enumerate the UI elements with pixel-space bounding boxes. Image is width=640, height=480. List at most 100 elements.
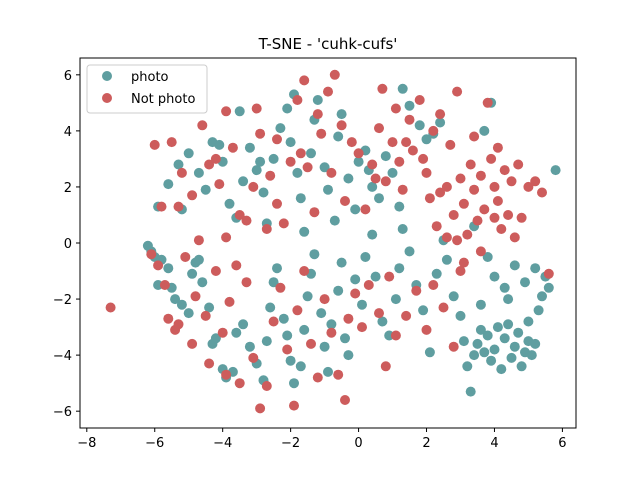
point-photo-114: [258, 187, 269, 198]
point-photo-21: [238, 319, 249, 330]
point-photo-116: [268, 153, 279, 164]
point-not-photo-47: [170, 324, 181, 335]
point-not-photo-118: [458, 257, 469, 268]
point-photo-87: [533, 305, 544, 316]
legend-marker-not-photo: [102, 93, 112, 103]
point-not-photo-28: [343, 313, 354, 324]
point-photo-123: [306, 148, 316, 159]
point-not-photo-136: [469, 131, 480, 142]
point-not-photo-75: [340, 196, 350, 206]
points-layer: [105, 69, 561, 414]
point-photo-33: [295, 361, 306, 372]
point-not-photo-141: [489, 212, 500, 223]
point-photo-120: [292, 167, 303, 178]
point-photo-74: [489, 344, 500, 355]
point-photo-90: [543, 282, 554, 293]
point-photo-37: [309, 249, 320, 260]
point-photo-145: [435, 117, 446, 128]
point-photo-30: [282, 330, 293, 341]
point-photo-79: [506, 352, 517, 363]
point-not-photo-20: [292, 305, 303, 316]
point-photo-143: [421, 134, 432, 145]
point-not-photo-22: [306, 338, 316, 349]
point-not-photo-134: [377, 83, 388, 94]
point-photo-8: [176, 299, 187, 310]
point-not-photo-1: [146, 249, 157, 260]
point-photo-106: [200, 184, 211, 195]
point-photo-26: [265, 302, 276, 313]
legend-marker-photo: [102, 71, 112, 81]
point-not-photo-111: [506, 176, 517, 187]
point-photo-113: [251, 165, 262, 176]
point-not-photo-104: [482, 97, 493, 108]
point-not-photo-140: [475, 246, 486, 257]
point-not-photo-52: [176, 167, 187, 178]
point-not-photo-133: [312, 109, 323, 120]
point-photo-141: [404, 100, 415, 111]
y-tick-label: −2: [53, 293, 72, 308]
point-photo-14: [204, 302, 215, 313]
point-not-photo-12: [241, 277, 252, 288]
point-not-photo-9: [217, 327, 228, 338]
point-photo-59: [424, 347, 435, 358]
point-photo-60: [431, 268, 442, 279]
point-photo-9: [183, 308, 194, 319]
point-not-photo-72: [323, 86, 333, 97]
point-photo-31: [285, 355, 296, 366]
x-tick-label: 4: [490, 436, 498, 451]
point-photo-13: [197, 277, 208, 288]
point-not-photo-10: [224, 296, 235, 307]
point-not-photo-21: [299, 266, 310, 276]
point-photo-69: [472, 338, 483, 349]
point-not-photo-121: [418, 153, 429, 164]
point-photo-139: [394, 201, 405, 212]
y-tick-label: 2: [64, 181, 72, 196]
point-not-photo-132: [272, 134, 282, 145]
point-not-photo-90: [431, 221, 442, 232]
point-photo-96: [482, 252, 493, 262]
point-not-photo-110: [503, 210, 514, 220]
point-not-photo-85: [404, 114, 415, 125]
point-not-photo-129: [173, 201, 184, 212]
point-photo-105: [193, 167, 204, 178]
point-photo-88: [537, 291, 547, 302]
y-tick-label: −6: [53, 405, 72, 420]
chart-title: T-SNE - 'cuhk-cufs': [258, 35, 398, 53]
point-not-photo-46: [234, 378, 245, 389]
point-photo-16: [210, 333, 221, 344]
point-photo-85: [526, 350, 537, 361]
y-tick-label: 0: [64, 237, 72, 252]
point-not-photo-115: [530, 176, 541, 187]
point-not-photo-24: [319, 294, 330, 305]
x-tick-label: 6: [558, 436, 566, 451]
point-photo-118: [282, 103, 293, 114]
point-not-photo-31: [363, 280, 374, 290]
point-not-photo-125: [295, 148, 306, 159]
y-tick-label: 6: [64, 69, 72, 84]
point-photo-76: [496, 364, 507, 375]
point-photo-136: [374, 193, 384, 204]
point-not-photo-79: [367, 159, 378, 170]
point-photo-71: [479, 347, 490, 358]
point-photo-46: [350, 274, 361, 285]
point-not-photo-107: [492, 196, 503, 206]
point-photo-98: [503, 294, 514, 305]
point-photo-117: [275, 123, 286, 134]
point-photo-138: [387, 167, 398, 178]
point-photo-104: [183, 148, 194, 159]
point-photo-109: [224, 198, 235, 209]
point-not-photo-128: [193, 235, 204, 246]
point-not-photo-92: [441, 181, 452, 192]
point-not-photo-98: [462, 229, 473, 240]
point-not-photo-120: [428, 125, 439, 136]
point-not-photo-101: [472, 215, 483, 226]
point-not-photo-130: [210, 153, 221, 164]
point-photo-73: [486, 355, 497, 366]
point-not-photo-67: [292, 95, 303, 105]
point-not-photo-135: [390, 103, 401, 114]
point-not-photo-103: [479, 204, 490, 215]
point-photo-28: [272, 263, 282, 274]
point-photo-133: [353, 156, 364, 167]
point-not-photo-73: [329, 69, 340, 80]
point-photo-27: [268, 277, 279, 288]
